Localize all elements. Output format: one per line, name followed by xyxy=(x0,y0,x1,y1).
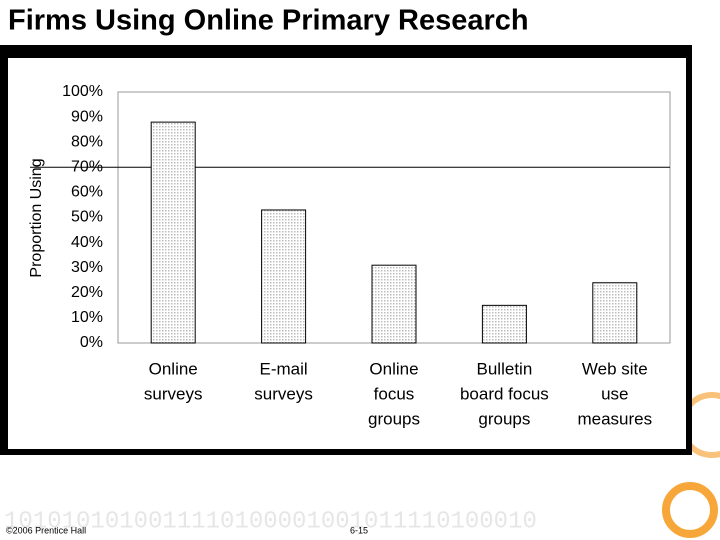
x-tick-label: focus xyxy=(374,384,415,403)
y-tick-label: 60% xyxy=(71,184,103,201)
x-tick-label: groups xyxy=(478,409,530,428)
binary-decor: 1010101010011110100001001011110100010 xyxy=(4,508,537,535)
x-tick-label: groups xyxy=(368,409,420,428)
x-tick-label: surveys xyxy=(254,384,313,403)
y-tick-label: 20% xyxy=(71,284,103,301)
x-tick-label: Online xyxy=(149,359,198,378)
x-tick-label: measures xyxy=(577,409,652,428)
slide-title: Firms Using Online Primary Research xyxy=(8,5,529,37)
x-tick-label: E-mail xyxy=(260,359,308,378)
x-tick-label: use xyxy=(601,384,628,403)
copyright: ©2006 Prentice Hall xyxy=(6,525,86,535)
page-number: 6-15 xyxy=(350,525,368,535)
y-tick-label: 30% xyxy=(71,259,103,276)
bar xyxy=(261,209,307,344)
x-tick-label: Online xyxy=(369,359,418,378)
y-tick-label: 0% xyxy=(80,334,103,351)
y-axis-label: Proportion Using xyxy=(28,158,45,277)
x-tick-label: board focus xyxy=(460,384,549,403)
y-tick-label: 10% xyxy=(71,309,103,326)
x-tick-label: Bulletin xyxy=(477,359,533,378)
bar xyxy=(371,264,417,344)
bar xyxy=(150,121,196,344)
y-tick-label: 40% xyxy=(71,234,103,251)
y-tick-label: 50% xyxy=(71,209,103,226)
bar xyxy=(592,282,638,344)
decor-circle xyxy=(662,482,718,538)
y-tick-label: 90% xyxy=(71,108,103,125)
bar xyxy=(481,304,527,344)
x-tick-label: Web site xyxy=(582,359,648,378)
y-tick-label: 100% xyxy=(62,83,103,100)
x-tick-label: surveys xyxy=(144,384,203,403)
y-tick-label: 80% xyxy=(71,133,103,150)
